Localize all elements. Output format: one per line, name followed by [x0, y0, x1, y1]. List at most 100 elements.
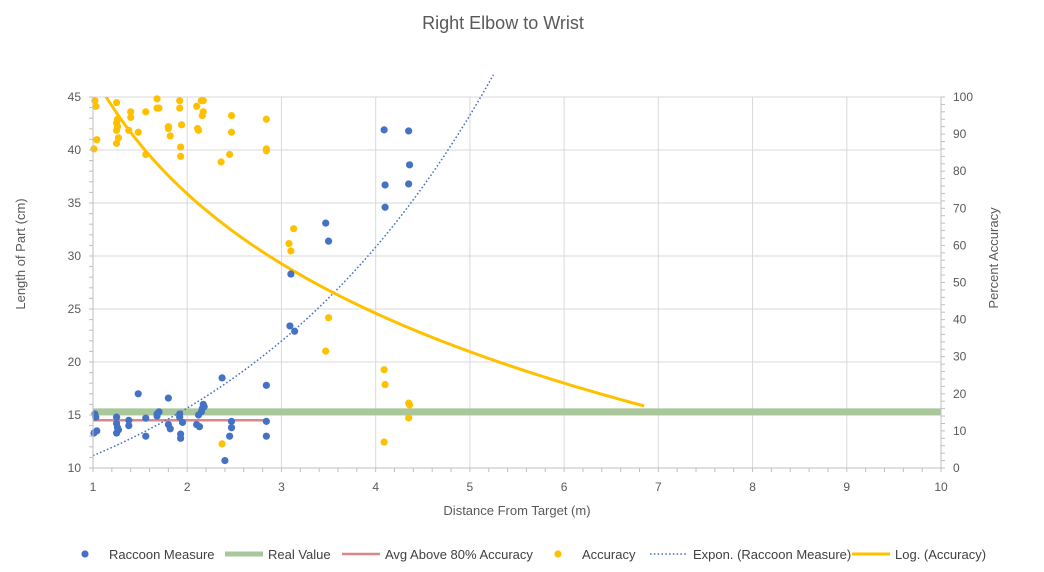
- y-tick-label: 20: [68, 355, 82, 369]
- accuracy-point: [177, 143, 185, 151]
- x-tick-label: 6: [561, 480, 568, 494]
- raccoon-measure-point: [322, 219, 330, 227]
- raccoon-measure-point: [177, 434, 185, 442]
- exponential-trendline: [92, 74, 495, 457]
- raccoon-measure-point: [178, 418, 187, 427]
- x-tick-label: 5: [467, 480, 474, 494]
- x-tick-label: 1: [90, 480, 97, 494]
- accuracy-point: [324, 314, 333, 322]
- y2-tick-label: 50: [953, 276, 967, 290]
- accuracy-point: [127, 113, 135, 122]
- accuracy-point: [92, 102, 100, 110]
- y-tick-label: 30: [68, 249, 82, 263]
- raccoon-measure-point: [291, 327, 299, 335]
- legend-expon-trendline-label: Expon. (Raccoon Measure): [693, 547, 851, 562]
- raccoon-measure-point: [155, 408, 163, 416]
- raccoon-measure-point: [176, 413, 184, 421]
- raccoon-measure-point: [226, 432, 234, 440]
- accuracy-point: [262, 115, 270, 123]
- legend-log-trendline-label: Log. (Accuracy): [895, 547, 986, 562]
- raccoon-measure-point: [142, 432, 150, 440]
- y2-tick-label: 90: [953, 127, 967, 141]
- accuracy-point: [90, 145, 98, 153]
- accuracy-point: [127, 108, 135, 116]
- legend-accuracy-marker: [554, 550, 562, 558]
- y-tick-label: 10: [68, 461, 82, 475]
- raccoon-measure-point: [142, 414, 150, 422]
- accuracy-point: [405, 414, 413, 422]
- y-tick-label: 15: [68, 408, 82, 422]
- legend-avg-above-80: Avg Above 80% Accuracy: [342, 547, 533, 562]
- x-tick-label: 8: [749, 480, 756, 494]
- legend-raccoon-measure-marker: [81, 550, 89, 558]
- accuracy-point: [322, 347, 330, 355]
- accuracy-point: [114, 134, 123, 142]
- accuracy-point: [380, 438, 388, 446]
- accuracy-point: [405, 401, 414, 409]
- y2-axis-title: Percent Accuracy: [986, 207, 1001, 309]
- accuracy-point: [193, 102, 201, 110]
- y2-tick-label: 80: [953, 164, 967, 178]
- accuracy-point: [142, 150, 150, 159]
- raccoon-measure-point: [164, 394, 172, 402]
- accuracy-point: [381, 380, 389, 389]
- legend-real-value-label: Real Value: [268, 547, 331, 562]
- accuracy-point: [218, 440, 226, 448]
- y2-tick-label: 40: [953, 313, 967, 327]
- x-tick-label: 2: [184, 480, 191, 494]
- raccoon-measure-point: [262, 381, 270, 389]
- accuracy-point: [217, 158, 225, 166]
- accuracy-point: [112, 126, 121, 134]
- raccoon-measure-point: [262, 417, 270, 425]
- raccoon-measure-point: [125, 416, 133, 424]
- accuracy-point: [227, 111, 236, 120]
- accuracy-point: [93, 136, 101, 144]
- raccoon-measure-point: [287, 270, 295, 278]
- accuracy-point: [177, 152, 185, 160]
- accuracy-point: [125, 126, 133, 134]
- x-axis-title: Distance From Target (m): [443, 503, 590, 518]
- raccoon-measure-point: [286, 322, 294, 330]
- accuracy-point: [193, 124, 202, 133]
- accuracy-point: [142, 108, 150, 116]
- raccoon-measure-point: [195, 423, 204, 431]
- y2-tick-label: 70: [953, 201, 967, 215]
- raccoon-measure-point: [405, 161, 414, 169]
- raccoon-measure-point: [405, 180, 413, 188]
- y-tick-label: 25: [68, 302, 82, 316]
- legend-avg-above-80-label: Avg Above 80% Accuracy: [385, 547, 533, 562]
- y2-tick-label: 10: [953, 424, 967, 438]
- legend-real-value: Real Value: [225, 547, 331, 562]
- raccoon-measure-point: [227, 424, 236, 432]
- accuracy-point: [177, 121, 186, 129]
- y2-tick-label: 0: [953, 461, 960, 475]
- y2-tick-label: 30: [953, 350, 967, 364]
- x-tick-label: 10: [934, 480, 948, 494]
- accuracy-point: [290, 225, 298, 233]
- legend-accuracy-label: Accuracy: [582, 547, 636, 562]
- raccoon-measure-point: [200, 402, 208, 411]
- raccoon-measure-point: [324, 237, 333, 245]
- raccoon-measure-point: [92, 413, 100, 421]
- raccoon-measure-point: [262, 432, 270, 440]
- chart-title: Right Elbow to Wrist: [422, 13, 584, 33]
- accuracy-point: [112, 139, 121, 147]
- legend-raccoon-measure-label: Raccoon Measure: [109, 547, 215, 562]
- legend-accuracy: Accuracy: [554, 547, 636, 562]
- raccoon-measure-point: [166, 425, 174, 433]
- log-trendline: [104, 97, 645, 408]
- accuracy-point: [285, 239, 293, 248]
- accuracy-point: [226, 150, 234, 159]
- plot-area: [90, 74, 941, 465]
- y-tick-label: 35: [68, 196, 82, 210]
- legend-expon-trendline: Expon. (Raccoon Measure): [650, 547, 851, 562]
- raccoon-measure-point: [114, 426, 123, 434]
- x-tick-label: 9: [843, 480, 850, 494]
- x-tick-label: 7: [655, 480, 662, 494]
- accuracy-point: [164, 124, 172, 133]
- accuracy-point: [287, 247, 295, 255]
- accuracy-point: [380, 366, 388, 374]
- raccoon-measure-point: [227, 417, 236, 425]
- y2-tick-label: 20: [953, 387, 967, 401]
- raccoon-measure-point: [125, 422, 133, 430]
